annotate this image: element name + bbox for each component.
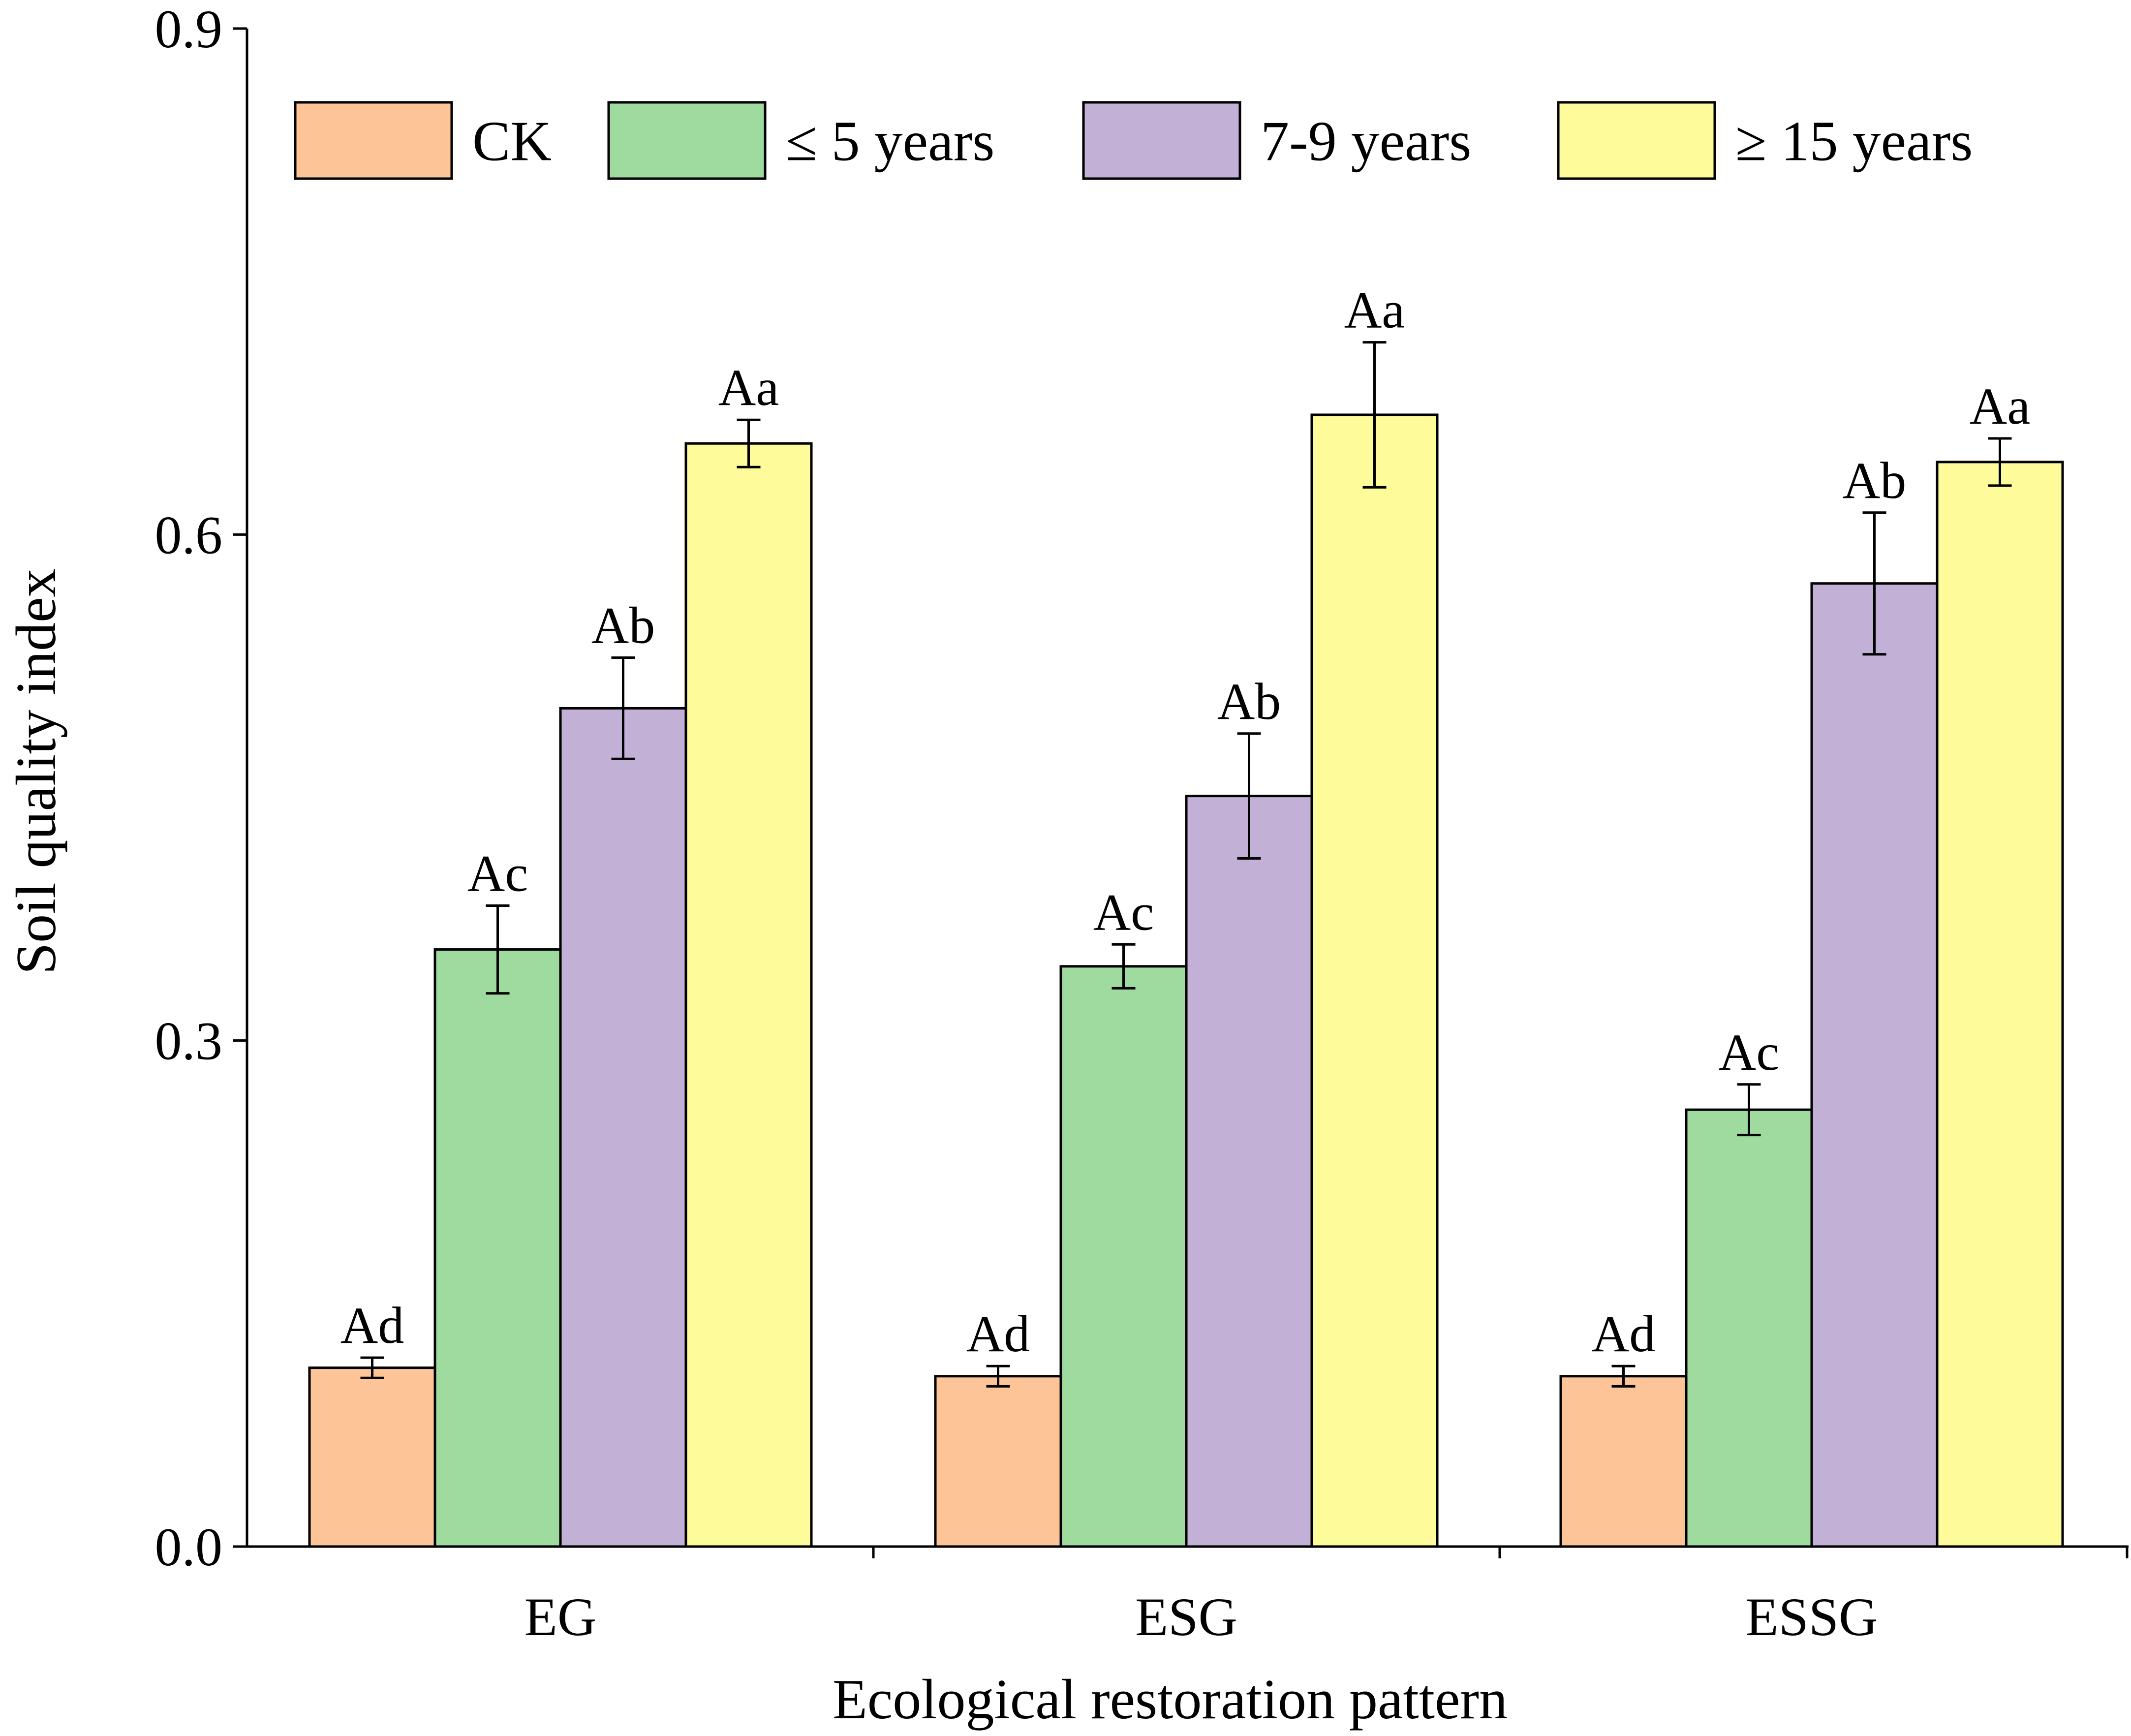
bar xyxy=(1559,1375,1688,1548)
significance-label: Ab xyxy=(1843,452,1907,509)
legend-label: ≤ 5 years xyxy=(786,110,994,173)
bar xyxy=(1810,582,1939,1548)
significance-label: Aa xyxy=(1970,377,2031,435)
significance-labels-layer: Ad Ad Ad Ac Ac Ac Ab Ab Ab Aa Aa Aa xyxy=(340,281,2031,1363)
bar xyxy=(1310,413,1439,1548)
y-tick-label: 0.3 xyxy=(155,1011,223,1071)
bar xyxy=(433,948,562,1548)
bar xyxy=(684,442,813,1548)
legend-swatch xyxy=(294,101,453,180)
x-category-label: ESSG xyxy=(1746,1587,1878,1647)
bar xyxy=(934,1375,1062,1548)
legend-swatch xyxy=(1557,101,1716,180)
significance-label: Ab xyxy=(591,597,655,654)
y-ticks-layer: 0.0 0.3 0.6 0.9 xyxy=(155,0,247,1577)
significance-label: Ac xyxy=(1093,883,1154,941)
bar xyxy=(1685,1108,1813,1548)
x-axis-title: Ecological restoration pattern xyxy=(833,1668,1508,1731)
significance-label: Ac xyxy=(467,844,528,902)
x-category-label: ESG xyxy=(1135,1587,1237,1647)
x-category-label: EG xyxy=(525,1587,597,1647)
bar xyxy=(308,1366,436,1548)
legend-swatch xyxy=(1082,101,1241,180)
legend-label: 7-9 years xyxy=(1261,110,1471,173)
x-ticks-layer: EG ESG ESSG xyxy=(525,1547,2129,1647)
y-tick-label: 0.0 xyxy=(155,1517,223,1577)
significance-label: Aa xyxy=(1344,281,1405,339)
error-bars-layer xyxy=(360,341,2012,1388)
significance-label: Ab xyxy=(1217,673,1281,730)
bar xyxy=(1185,795,1313,1548)
significance-label: Ac xyxy=(1719,1023,1780,1081)
bar xyxy=(1936,461,2064,1548)
legend-label: ≥ 15 years xyxy=(1735,110,1973,173)
legend: CK ≤ 5 years 7-9 years ≥ 15 years xyxy=(294,101,1973,180)
significance-label: Ad xyxy=(966,1305,1030,1363)
significance-label: Ad xyxy=(340,1297,404,1354)
y-tick-label: 0.6 xyxy=(155,505,223,565)
bars-layer xyxy=(308,413,2064,1548)
bar xyxy=(1059,965,1188,1548)
axes-layer xyxy=(246,29,2129,1548)
y-tick-label: 0.9 xyxy=(155,0,223,59)
legend-swatch xyxy=(607,101,767,180)
bar xyxy=(559,707,687,1548)
significance-label: Aa xyxy=(718,359,779,416)
y-axis-title: Soil quality index xyxy=(5,569,68,975)
significance-label: Ad xyxy=(1592,1305,1656,1363)
legend-label: CK xyxy=(472,110,552,173)
